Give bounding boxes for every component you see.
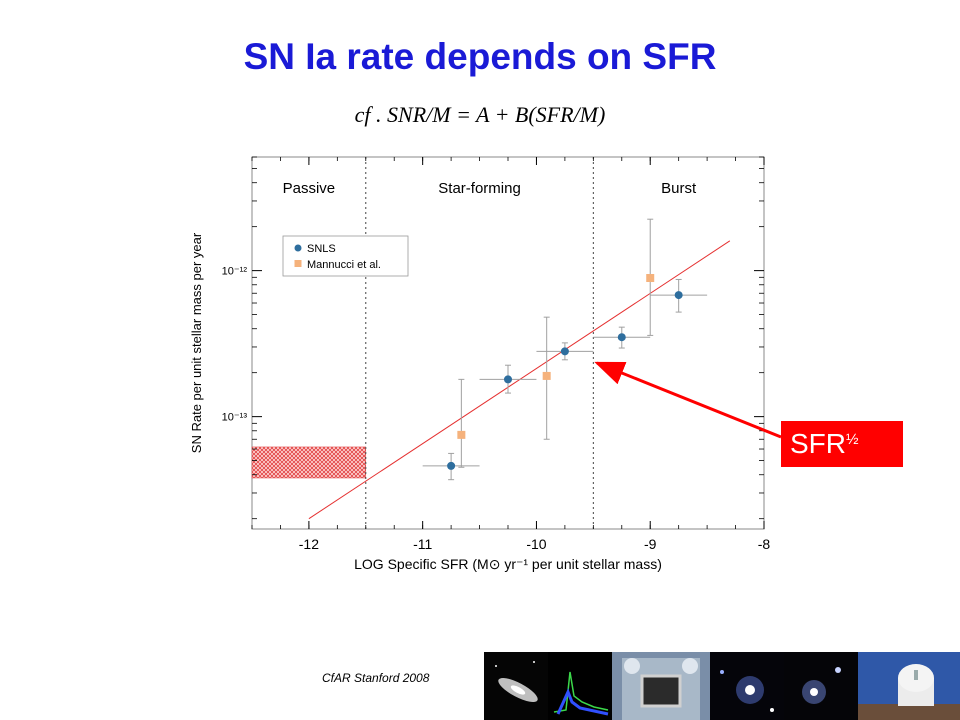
footer-text: CfAR Stanford 2008 — [322, 671, 430, 685]
observatory-photo — [858, 652, 960, 720]
data-point-mannucci — [646, 274, 655, 283]
slide-title: SN Ia rate depends on SFR — [243, 36, 717, 77]
callout-box: SFR½ — [781, 421, 903, 467]
passive-band — [251, 446, 367, 479]
legend-marker-snls — [294, 244, 302, 252]
region-label: Burst — [661, 180, 697, 197]
x-tick-label: -11 — [413, 536, 432, 552]
data-point-mannucci — [457, 430, 466, 439]
formula: cf . SNR/M = A + B(SFR/M) — [354, 102, 606, 127]
galaxy-photo — [484, 652, 548, 720]
data-point-snls — [447, 461, 456, 470]
x-tick-label: -8 — [758, 536, 771, 552]
region-label: Passive — [283, 180, 336, 197]
callout-label: SFR — [790, 428, 846, 459]
data-point-snls — [617, 333, 626, 342]
data-point-snls — [560, 347, 569, 356]
photo-strip — [484, 652, 960, 720]
legend-box — [282, 235, 409, 277]
galaxy-photo — [710, 652, 784, 720]
x-tick-label: -12 — [299, 536, 319, 552]
y-axis-label: SN Rate per unit stellar mass per year — [189, 232, 204, 453]
region-label: Star-forming — [438, 180, 521, 197]
x-tick-label: -10 — [526, 536, 546, 552]
legend-label-snls: SNLS — [307, 243, 336, 255]
y-tick-label: 10⁻¹² — [222, 266, 248, 278]
galaxy-photo — [784, 652, 858, 720]
data-point-snls — [674, 291, 683, 300]
spectrum-plot — [548, 652, 612, 720]
legend: SNLS Mannucci et al. — [282, 235, 409, 277]
x-axis-label: LOG Specific SFR (M⊙ yr⁻¹ per unit stell… — [354, 556, 662, 572]
instrument-photo — [612, 652, 710, 720]
x-tick-label: -9 — [644, 536, 657, 552]
callout-superscript: ½ — [846, 431, 859, 448]
legend-marker-mannucci — [294, 260, 302, 267]
y-tick-label: 10⁻¹³ — [222, 412, 248, 424]
legend-label-mannucci: Mannucci et al. — [307, 259, 381, 271]
callout-arrow — [594, 361, 782, 439]
data-point-snls — [504, 375, 512, 384]
data-point-mannucci — [542, 371, 551, 380]
